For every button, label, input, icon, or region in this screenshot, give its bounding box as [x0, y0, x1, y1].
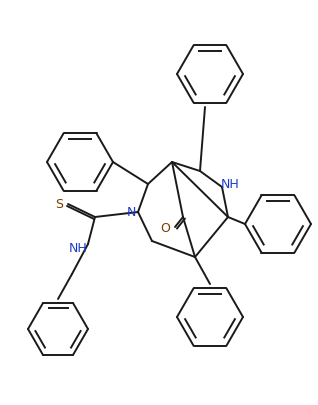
- Text: NH: NH: [69, 241, 87, 254]
- Text: N: N: [126, 206, 136, 219]
- Text: S: S: [55, 198, 63, 211]
- Text: O: O: [160, 222, 170, 235]
- Text: NH: NH: [221, 177, 239, 190]
